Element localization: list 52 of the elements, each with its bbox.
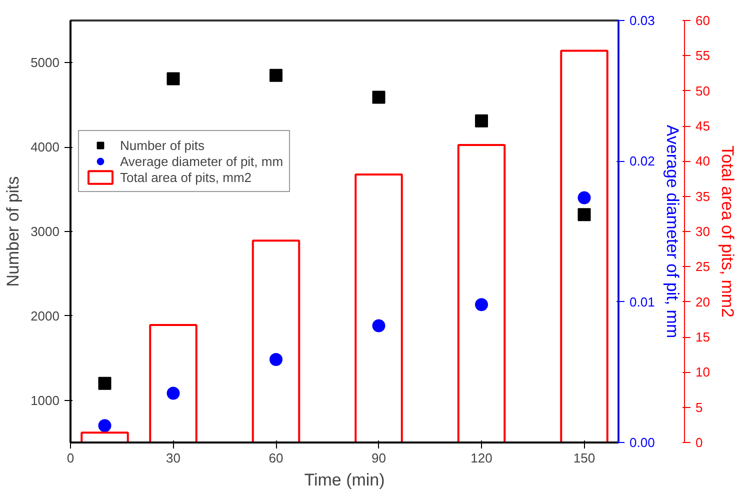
point [475, 298, 488, 312]
y3-tick-label: 40 [696, 154, 710, 169]
y2-tick-label: 0.01 [630, 294, 655, 310]
point [166, 386, 180, 400]
legend-label: Number of pits [120, 138, 205, 152]
bar [252, 240, 300, 442]
point [578, 191, 591, 204]
y2-tick-label: 0.03 [630, 13, 655, 28]
y3-tick-label: 10 [696, 364, 710, 380]
bar [354, 174, 403, 442]
x-axis-title: Time (min) [304, 470, 385, 490]
y-tick-label: 4000 [30, 140, 60, 155]
point [372, 90, 386, 104]
x-tick-label: 120 [470, 450, 492, 466]
point [578, 208, 591, 222]
point [98, 376, 112, 390]
y3-tick-label: 55 [696, 48, 710, 64]
x-tick-label: 90 [372, 450, 386, 466]
point [475, 114, 488, 128]
y3-tick-label: 20 [696, 294, 710, 310]
y3-tick-label: 50 [696, 83, 710, 98]
x-tick-label: 150 [573, 450, 596, 466]
y3-axis-title: Total area of pits, mm2 [718, 146, 737, 318]
y3-tick-label: 30 [696, 224, 710, 239]
y2-tick-label: 0.02 [630, 154, 655, 169]
y3-tick-label: 35 [696, 188, 710, 204]
x-tick-label: 30 [166, 450, 180, 466]
y3-tick-label: 0 [696, 435, 703, 450]
y-tick-label: 5000 [30, 55, 60, 70]
y-tick-label: 3000 [30, 224, 60, 239]
point [270, 353, 282, 366]
y2-tick-label: 0.00 [630, 435, 655, 450]
y3-tick-label: 15 [696, 330, 710, 344]
y3-tick-label: 5 [696, 400, 703, 415]
legend-label: Total area of pits, mm2 [120, 170, 252, 184]
y-tick-label: 2000 [30, 308, 60, 324]
y3-tick-label: 60 [696, 13, 710, 28]
y3-tick-label: 45 [696, 118, 710, 134]
y-tick-label: 1000 [30, 392, 60, 408]
point [270, 68, 282, 82]
point [166, 72, 180, 86]
bar [149, 324, 198, 442]
bar [457, 144, 506, 442]
bar [560, 50, 608, 442]
point [372, 319, 386, 332]
x-tick-label: 60 [268, 450, 284, 466]
y3-tick-label: 25 [696, 259, 710, 274]
legend-label: Average diameter of pit, mm [120, 154, 284, 168]
y-axis-title: Number of pits [4, 176, 23, 287]
point [98, 419, 112, 432]
x-tick-label: 0 [66, 450, 74, 466]
y2-axis-title: Average diameter of pit, mm [662, 124, 682, 338]
